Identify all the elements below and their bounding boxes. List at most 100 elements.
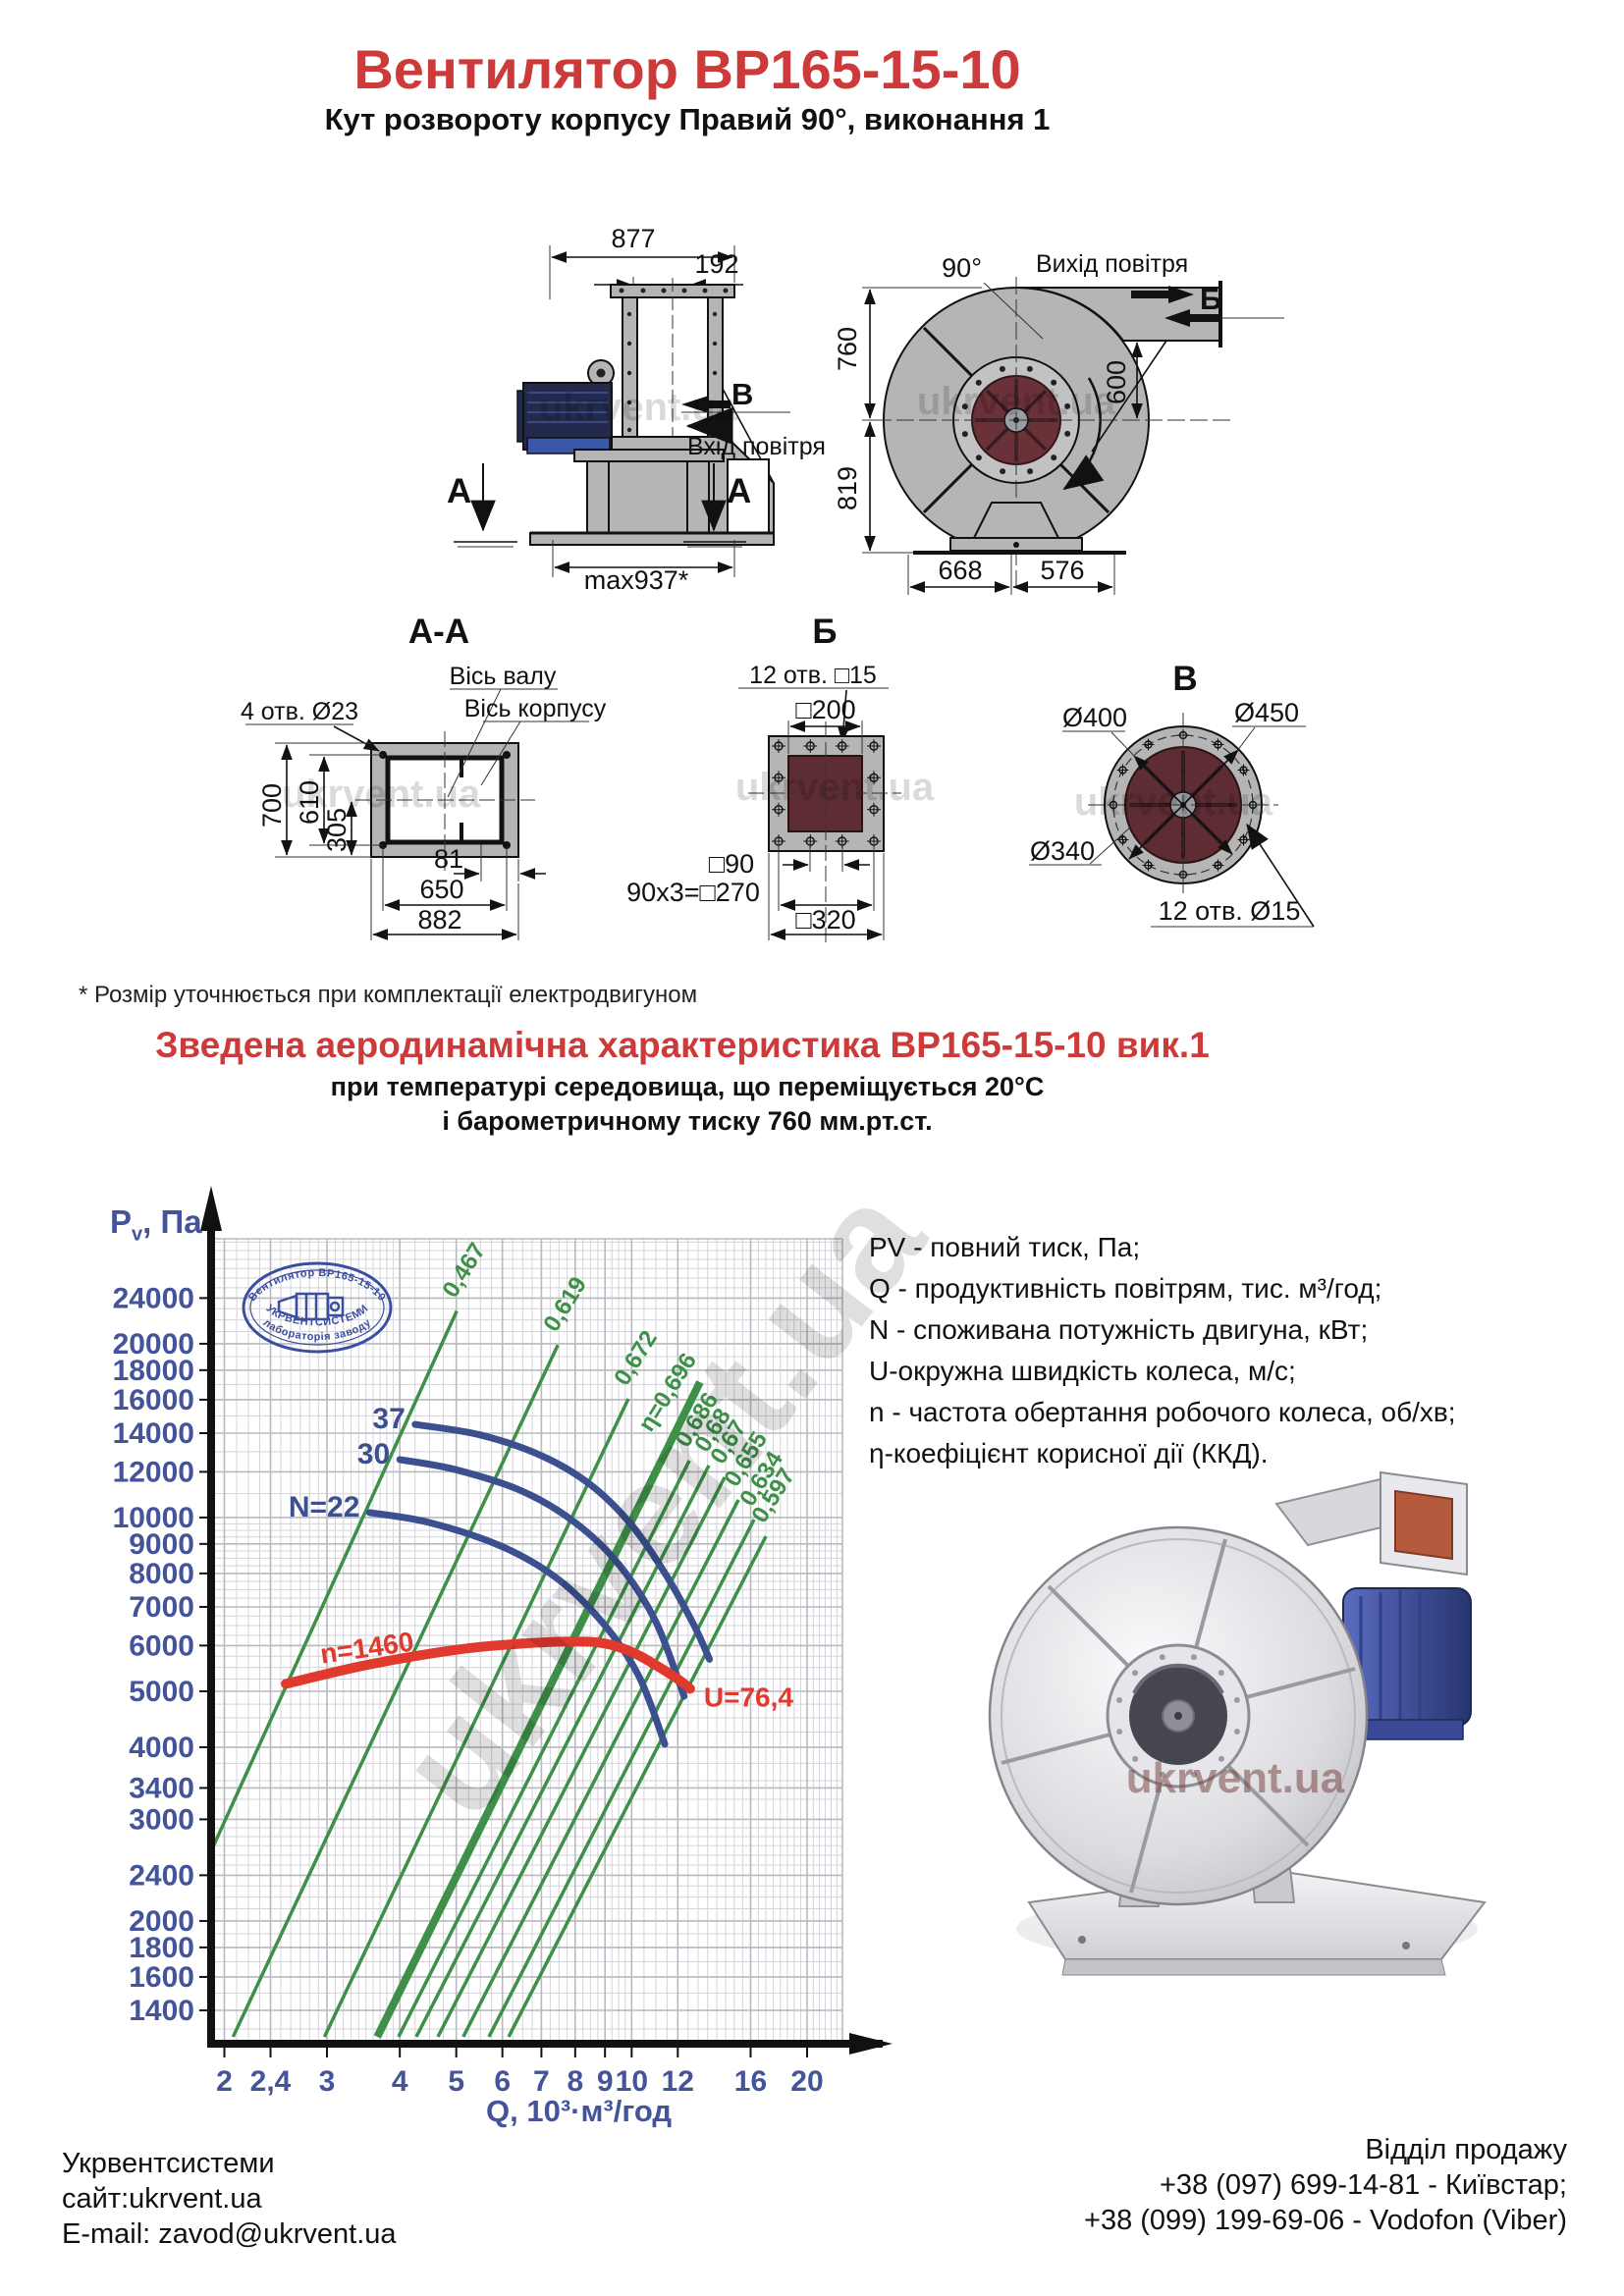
dim-320: □320 <box>795 905 855 934</box>
view-b-arrow-icon <box>1164 309 1220 327</box>
y-tick-label: 4000 <box>129 1732 194 1764</box>
bolt-hole-cross <box>867 739 881 753</box>
bolt-hole-cross <box>772 739 785 753</box>
company-site[interactable]: сайт:ukrvent.ua <box>62 2183 262 2215</box>
bolt-dot <box>1190 1654 1197 1661</box>
inlet-flange-bolts <box>1116 1654 1240 1778</box>
y-tick-label: 8000 <box>129 1558 194 1590</box>
sales-phone-1[interactable]: +38 (097) 699-14-81 - Київстар; <box>1160 2169 1567 2201</box>
outlet-flow-arrow-icon <box>1131 286 1194 303</box>
x-tick-label: 2 <box>216 2065 233 2098</box>
bolt-dot <box>1233 1728 1240 1735</box>
drawing-section-aa: А-А Вісь валу Вісь корпусу 4 отв. Ø23 70… <box>241 613 607 940</box>
sales-title: Відділ продажу <box>1365 2134 1567 2165</box>
series-N=22 <box>365 1509 669 1748</box>
bolt-dot <box>1159 1654 1165 1661</box>
bolt-dot <box>1026 365 1033 372</box>
bolt-hole-cross <box>1212 738 1224 751</box>
drawing-flange-b: Б 12 отв. □15 □200 □90 90х3=□270 □320 uk… <box>626 613 935 942</box>
legend-line: N - споживана потужність двигуна, кВт; <box>869 1314 1369 1345</box>
bolt-hole-cross <box>867 802 881 817</box>
bolt-hole-cross <box>803 739 818 753</box>
flange-v-title: В <box>1172 660 1197 698</box>
dim-600: 600 <box>1102 360 1131 404</box>
x-tick-label: 4 <box>392 2065 408 2098</box>
x-tick-label: 8 <box>567 2065 583 2098</box>
dim-192: 192 <box>694 249 738 279</box>
bolt-dot <box>1027 468 1034 475</box>
x-tick-label: 6 <box>494 2065 511 2098</box>
bolt-dot <box>1051 379 1057 386</box>
angle-90: 90° <box>942 253 982 283</box>
legend-line: PV - повний тиск, Па; <box>869 1232 1141 1262</box>
page-title: Вентилятор ВР165-15-10 <box>353 38 1021 100</box>
watermark: ukrvent.ua <box>917 380 1116 423</box>
housing-ribs <box>1001 1538 1356 1894</box>
rotation-arrow-icon <box>1062 377 1105 491</box>
y-tick-label: 1400 <box>129 1995 194 2027</box>
bolt-hole-cross <box>772 771 785 785</box>
bolt-dot <box>975 379 982 386</box>
series-n=1460 <box>281 1636 695 1694</box>
dim-668: 668 <box>938 556 982 585</box>
y-tick-label: 1800 <box>129 1932 194 1964</box>
dim-610: 610 <box>295 780 324 825</box>
bolt-dot <box>1064 430 1071 437</box>
eta-line <box>209 1309 459 1851</box>
legend-line: n - частота обертання робочого колеса, о… <box>869 1397 1456 1427</box>
dim-877: 877 <box>611 224 655 253</box>
bolt-dot <box>1191 1771 1198 1778</box>
watermark: ukrvent.ua <box>282 773 481 816</box>
holes-4x23-label: 4 отв. Ø23 <box>241 698 358 725</box>
bolt-hole-cross <box>772 802 785 817</box>
y-tick-label: 12000 <box>113 1456 194 1488</box>
x-axis-arrow-icon <box>849 2033 893 2055</box>
dim-max937: max937* <box>584 565 689 595</box>
dim-576: 576 <box>1040 556 1084 585</box>
x-tick-label: 5 <box>448 2065 464 2098</box>
bolt-hole-cross <box>1237 764 1250 776</box>
y-tick-label: 10000 <box>113 1502 194 1534</box>
bolt-dot <box>1116 1729 1123 1735</box>
drawing-side-view: 877 192 А <box>447 224 826 595</box>
section-aa-title: А-А <box>408 613 469 651</box>
drawing-flange-v: В Ø400 Ø450 Ø340 12 отв. Ø15 ukrvent.ua <box>1029 660 1315 928</box>
bolt-dot <box>999 365 1005 372</box>
footnote: * Розмір уточнюється при комплектації ел… <box>79 982 698 1008</box>
bolt-dot <box>1116 1697 1123 1704</box>
bolt-dot <box>1132 1670 1139 1677</box>
chart-legend: PV - повний тиск, Па; Q - продуктивність… <box>869 1227 1456 1474</box>
company-email[interactable]: E-mail: zavod@ukrvent.ua <box>62 2218 397 2250</box>
aero-subheading-2: і барометричному тиску 760 мм.рт.ст. <box>442 1106 933 1136</box>
x-tick-label: 16 <box>734 2065 767 2098</box>
dim-d340: Ø340 <box>1030 836 1095 866</box>
series-N=37 <box>411 1420 714 1663</box>
aero-heading: Зведена аеродинамічна характеристика ВР1… <box>155 1025 1210 1065</box>
view-v-arrow-icon <box>681 396 731 413</box>
y-tick-label: 2400 <box>129 1859 194 1892</box>
y-tick-label: 20000 <box>113 1328 194 1361</box>
y-tick-label: 14000 <box>113 1417 194 1450</box>
outlet-label: Вихід повітря <box>1036 250 1188 278</box>
fan-3d-render: ukrvent.ua <box>988 1470 1487 1976</box>
y-tick-label: 3400 <box>129 1772 194 1804</box>
sales-phone-2[interactable]: +38 (099) 199-69-06 - Vodofon (Viber) <box>1084 2205 1567 2236</box>
eta-line <box>231 1344 560 2038</box>
inlet-label: Вхід повітря <box>687 433 826 460</box>
bolt-hole-cross <box>1116 764 1129 776</box>
bolt-dot <box>961 431 968 438</box>
y-axis-arrow-icon <box>200 1186 222 1231</box>
series-label: N=22 <box>289 1491 360 1523</box>
y-tick-label: 3000 <box>129 1803 194 1836</box>
dim-305: 305 <box>322 808 352 852</box>
watermark: ukrvent.ua <box>735 766 935 809</box>
bolt-dot <box>975 454 982 461</box>
section-marker-a-left: А <box>447 472 471 510</box>
flange-b-title: Б <box>812 613 837 651</box>
y-tick-label: 2000 <box>129 1905 194 1938</box>
y-axis-label: Pv, Па <box>110 1203 202 1246</box>
watermark: ukrvent.ua <box>539 386 738 429</box>
bolt-hole-cross <box>867 771 881 785</box>
section-marker-a-right: А <box>727 472 751 510</box>
x-axis-label: Q, 10³·м³/год <box>486 2094 673 2128</box>
